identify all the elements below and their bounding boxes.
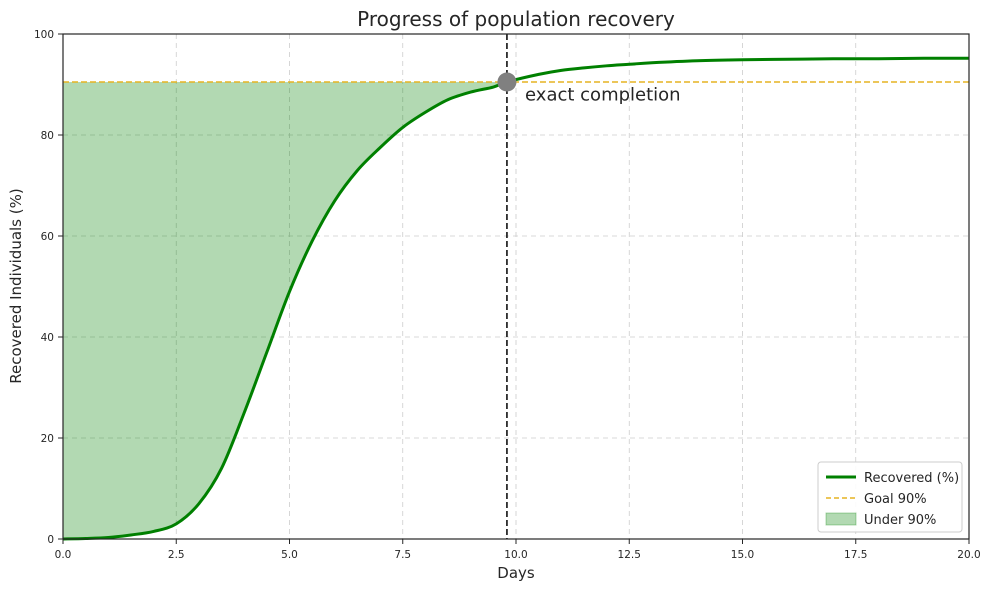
chart-title: Progress of population recovery xyxy=(357,7,675,31)
y-tick-label: 80 xyxy=(41,130,54,142)
x-axis-label: Days xyxy=(497,564,535,582)
plot-frame xyxy=(62,33,970,540)
legend: Recovered (%) Goal 90% Under 90% xyxy=(817,461,963,533)
x-tick-label: 12.5 xyxy=(618,549,641,561)
legend-label-goal: Goal 90% xyxy=(864,492,927,507)
x-tick-label: 17.5 xyxy=(844,549,867,561)
y-axis-label: Recovered Individuals (%) xyxy=(7,188,25,383)
x-tick-label: 7.5 xyxy=(394,549,411,561)
legend-label-fill: Under 90% xyxy=(864,513,936,528)
x-tick-label: 5.0 xyxy=(281,549,298,561)
completion-marker xyxy=(497,72,517,92)
x-tick-label: 2.5 xyxy=(168,549,185,561)
annotation-label: exact completion xyxy=(525,85,681,106)
fill-layer xyxy=(63,81,507,539)
x-tick-label: 15.0 xyxy=(731,549,754,561)
legend-swatch-fill xyxy=(825,512,857,526)
recovered-line xyxy=(62,56,970,541)
lines-layer xyxy=(62,34,970,541)
y-tick-label: 0 xyxy=(47,534,54,546)
axis-ticks: 0.0 2.5 5.0 7.5 10.0 12.5 15.0 17.5 20.0 0 20 40 60 8… xyxy=(34,29,981,561)
x-tick-label: 10.0 xyxy=(504,549,527,561)
y-tick-label: 60 xyxy=(41,231,54,243)
y-tick-label: 100 xyxy=(34,29,54,41)
x-tick-label: 20.0 xyxy=(957,549,980,561)
y-tick-label: 40 xyxy=(41,332,54,344)
y-tick-label: 20 xyxy=(41,433,54,445)
legend-label-recovered: Recovered (%) xyxy=(864,471,959,486)
x-tick-label: 0.0 xyxy=(55,549,72,561)
under-goal-fill xyxy=(63,81,507,539)
legend-box xyxy=(817,461,963,533)
